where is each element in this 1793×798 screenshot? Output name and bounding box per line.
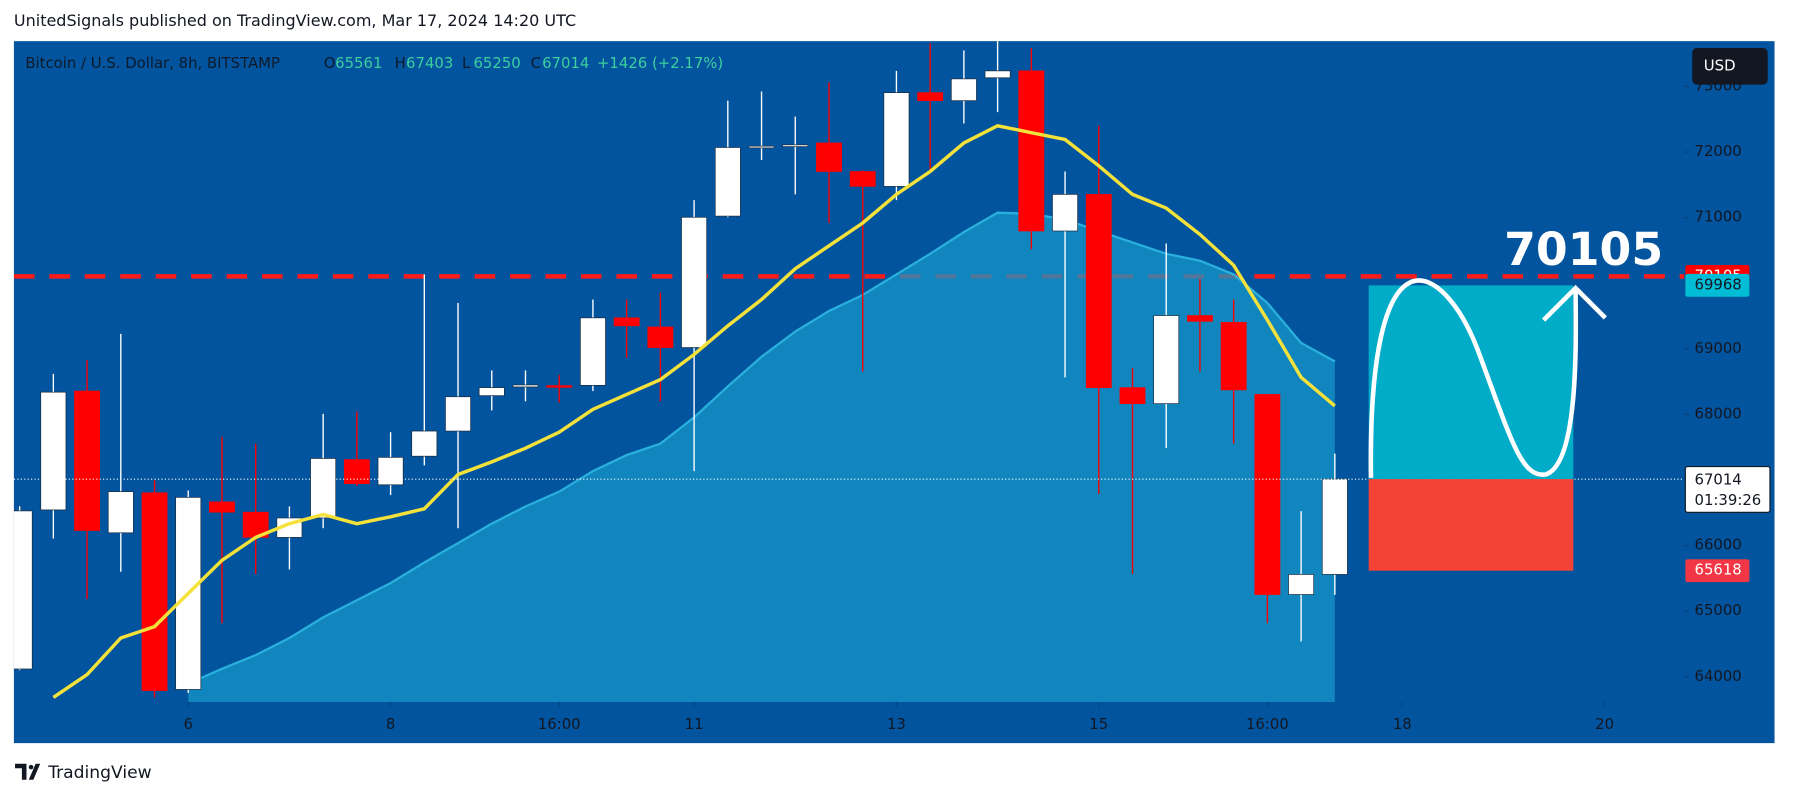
projection-curve: [1368, 278, 1579, 478]
candle-body: [40, 391, 67, 511]
ma-line: [52, 123, 1336, 699]
price-tag-label: 65618: [1695, 561, 1742, 579]
y-tick-label: 64000: [1695, 667, 1742, 685]
x-tick-label: 15: [1089, 715, 1108, 733]
price-tag-label: 69968: [1695, 275, 1742, 293]
candle-body: [546, 385, 573, 388]
y-tick-label: 68000: [1695, 404, 1742, 422]
candle-body: [343, 459, 370, 485]
candle-body: [782, 144, 809, 147]
projection-arrow: [1541, 284, 1607, 322]
ohlc-letter: O: [324, 54, 336, 72]
candle-body: [411, 430, 438, 457]
candle-body: [1052, 194, 1078, 232]
y-tick-label: 66000: [1695, 536, 1742, 554]
target-annotation: 70105: [1504, 223, 1663, 276]
candle-body: [1018, 70, 1045, 232]
x-tick-label: 11: [685, 715, 704, 733]
candle-body: [478, 387, 505, 396]
y-tick-label: 65000: [1695, 601, 1742, 619]
candle-body: [1119, 387, 1146, 404]
candle-body: [1254, 394, 1281, 595]
candle-body: [1085, 194, 1112, 388]
x-tick-label: 20: [1595, 715, 1614, 733]
candle-body: [74, 390, 100, 531]
overlay: 70105: [1368, 223, 1663, 571]
plot-area: [13, 41, 1685, 702]
candle-body: [13, 510, 33, 670]
ohlc-value: 67014: [542, 54, 589, 72]
candle-body: [1288, 574, 1315, 595]
candle-body: [681, 216, 708, 348]
brand-name: TradingView: [47, 763, 151, 783]
x-tick-label: 8: [386, 715, 395, 733]
x-tick-label: 16:00: [538, 715, 581, 733]
candle-body: [613, 317, 640, 327]
ohlc-letter: L: [462, 54, 471, 72]
ohlc-value: 67403: [406, 54, 453, 72]
candle-body: [107, 491, 134, 534]
logo-mark: [15, 763, 41, 780]
ohlc-value: 65561: [335, 54, 382, 72]
countdown-label: 01:39:26: [1695, 491, 1762, 509]
candle-body: [512, 384, 539, 388]
candle-body: [1187, 315, 1213, 322]
candle-body: [849, 171, 876, 187]
ohlc-value: 65250: [473, 54, 520, 72]
change-label: +1426 (+2.17%): [597, 54, 723, 72]
price-tag: [1685, 273, 1750, 297]
ohlc-letter: C: [531, 54, 541, 72]
candle-body: [748, 145, 775, 149]
loss-zone: [1368, 479, 1574, 571]
candle-body: [647, 326, 674, 348]
candle-body: [1153, 315, 1180, 404]
candle-body: [209, 501, 235, 513]
y-tick-label: 69000: [1695, 339, 1742, 357]
candle-body: [445, 396, 471, 432]
ma-area: [188, 212, 1335, 702]
candle-body: [377, 457, 404, 486]
candle-body: [580, 317, 606, 386]
y-tick-label: 73000: [1695, 76, 1742, 94]
candle-body: [816, 142, 842, 172]
candle-body: [1321, 478, 1348, 575]
logo-dot: [28, 764, 34, 770]
brand-logo: [15, 763, 41, 780]
candle-body: [310, 458, 337, 519]
candle-body: [1220, 322, 1247, 391]
candle-body: [141, 492, 168, 691]
x-tick-label: 6: [184, 715, 193, 733]
candle-body: [950, 78, 977, 101]
x-tick-label: 13: [887, 715, 906, 733]
candle-body: [917, 92, 944, 101]
published-note: UnitedSignals published on TradingView.c…: [14, 11, 576, 30]
y-tick-label: 71000: [1695, 208, 1742, 226]
candle-body: [984, 70, 1011, 79]
x-tick-label: 16:00: [1246, 715, 1289, 733]
y-tick-label: 72000: [1695, 142, 1742, 160]
candle-body: [883, 92, 910, 187]
ohlc-letter: H: [395, 54, 406, 72]
currency-button[interactable]: [1692, 48, 1768, 85]
profit-zone: [1368, 285, 1574, 480]
ma-area-edge: [187, 211, 1336, 685]
candle-body: [714, 147, 741, 217]
currency-label: USD: [1704, 56, 1736, 74]
x-tick-label: 18: [1393, 715, 1412, 733]
symbol-label: Bitcoin / U.S. Dollar, 8h, BITSTAMP: [25, 54, 280, 72]
last-price-tag: [1684, 465, 1771, 513]
price-tag: [1685, 559, 1750, 583]
last-price-label: 67014: [1695, 470, 1742, 488]
